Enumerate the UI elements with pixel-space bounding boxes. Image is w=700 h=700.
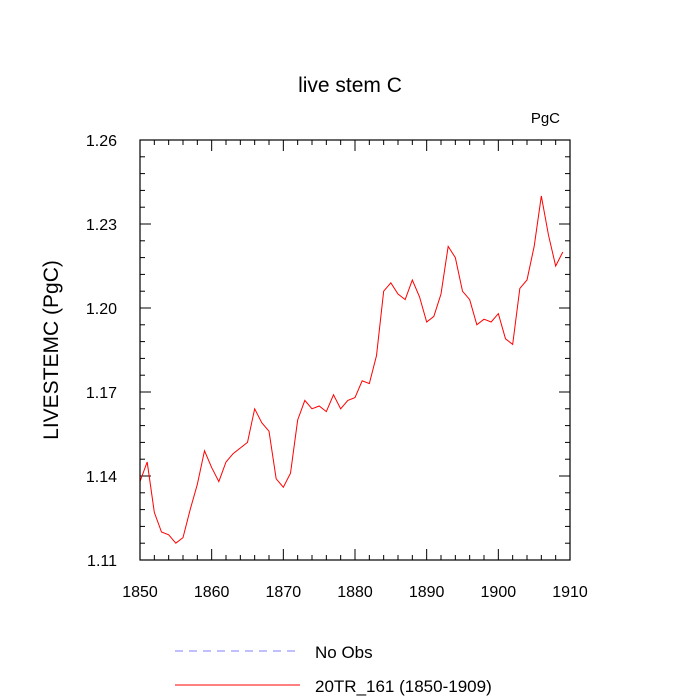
x-tick-label: 1850: [122, 584, 158, 601]
x-tick-label: 1860: [194, 584, 230, 601]
legend-label-no-obs: No Obs: [315, 643, 373, 662]
legend-label-20tr-161: 20TR_161 (1850-1909): [315, 677, 492, 696]
legend: No Obs 20TR_161 (1850-1909): [175, 643, 492, 696]
x-tick-label: 1900: [481, 584, 517, 601]
y-tick-label: 1.17: [86, 385, 117, 402]
x-tick-label: 1880: [337, 584, 373, 601]
x-tick-label: 1890: [409, 584, 445, 601]
series-line-1: [139, 195, 564, 544]
y-axis-label: LIVESTEMC (PgC): [40, 260, 63, 440]
y-tick-label: 1.14: [86, 469, 117, 486]
y-tick-label: 1.23: [86, 217, 117, 234]
y-tick-label: 1.26: [86, 133, 117, 150]
axis-tick-labels: 1850 1860 1870 1880 1890 1900 1910 1.11 1.14 1.17…: [86, 133, 588, 601]
units-label: PgC: [531, 110, 560, 127]
plot-frame: [139, 139, 571, 561]
axis-ticks: [139, 139, 571, 561]
x-tick-label: 1910: [552, 584, 588, 601]
y-tick-label: 1.20: [86, 301, 117, 318]
series-layer: [139, 195, 564, 544]
y-tick-label: 1.11: [87, 553, 117, 570]
x-tick-label: 1870: [266, 584, 302, 601]
chart-title: live stem C: [298, 74, 402, 97]
